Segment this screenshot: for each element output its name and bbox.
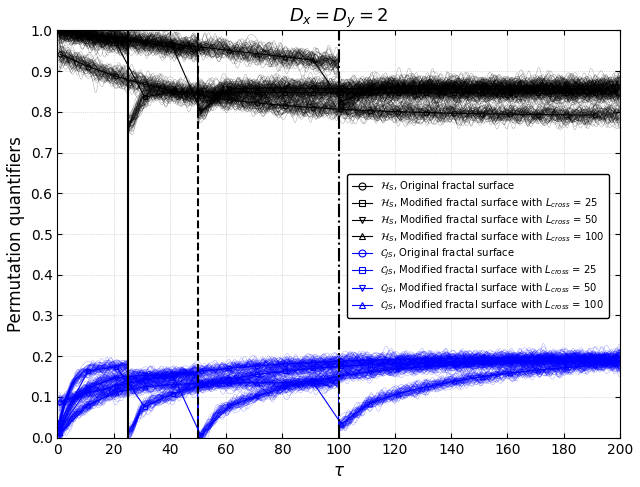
Title: $D_x = D_y = 2$: $D_x = D_y = 2$ (289, 7, 388, 30)
Legend: $\mathcal{H}_S$, Original fractal surface, $\mathcal{H}_S$, Modified fractal sur: $\mathcal{H}_S$, Original fractal surfac… (347, 174, 609, 318)
X-axis label: $\tau$: $\tau$ (333, 462, 345, 480)
Y-axis label: Permutation quantifiers: Permutation quantifiers (7, 136, 25, 332)
